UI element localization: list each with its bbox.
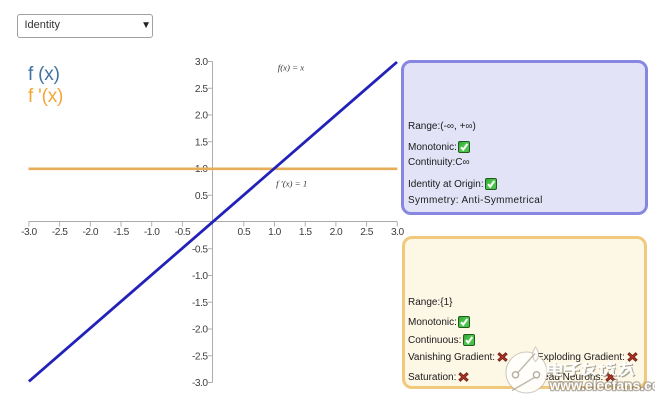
svg-text:-1.5: -1.5: [113, 227, 129, 238]
svg-text:-0.5: -0.5: [175, 227, 191, 238]
svg-text:3.0: 3.0: [195, 57, 208, 68]
svg-text:-3.0: -3.0: [192, 378, 208, 389]
svg-text:2.5: 2.5: [195, 84, 208, 95]
svg-text:-1.0: -1.0: [144, 227, 160, 238]
svg-text:1.5: 1.5: [195, 137, 208, 148]
svg-text:1.5: 1.5: [299, 227, 312, 238]
svg-text:-2.0: -2.0: [192, 325, 208, 336]
svg-text:2.5: 2.5: [360, 227, 373, 238]
svg-text:-1.5: -1.5: [192, 298, 208, 309]
svg-text:1.0: 1.0: [268, 227, 281, 238]
svg-text:2.0: 2.0: [330, 227, 343, 238]
svg-text:-3.0: -3.0: [21, 227, 37, 238]
svg-text:0.5: 0.5: [237, 227, 250, 238]
svg-text:-2.0: -2.0: [83, 227, 99, 238]
svg-text:0.5: 0.5: [195, 191, 208, 202]
svg-text:3.0: 3.0: [391, 227, 404, 238]
svg-text:2.0: 2.0: [195, 111, 208, 122]
svg-text:f ′(x) = 1: f ′(x) = 1: [276, 179, 307, 189]
svg-text:-1.0: -1.0: [192, 271, 208, 282]
svg-text:-0.5: -0.5: [192, 244, 208, 255]
svg-text:f(x) = x: f(x) = x: [278, 63, 305, 73]
svg-text:www.elecfans.com: www.elecfans.com: [549, 378, 655, 393]
svg-text:-2.5: -2.5: [192, 351, 208, 362]
svg-text:-2.5: -2.5: [52, 227, 68, 238]
